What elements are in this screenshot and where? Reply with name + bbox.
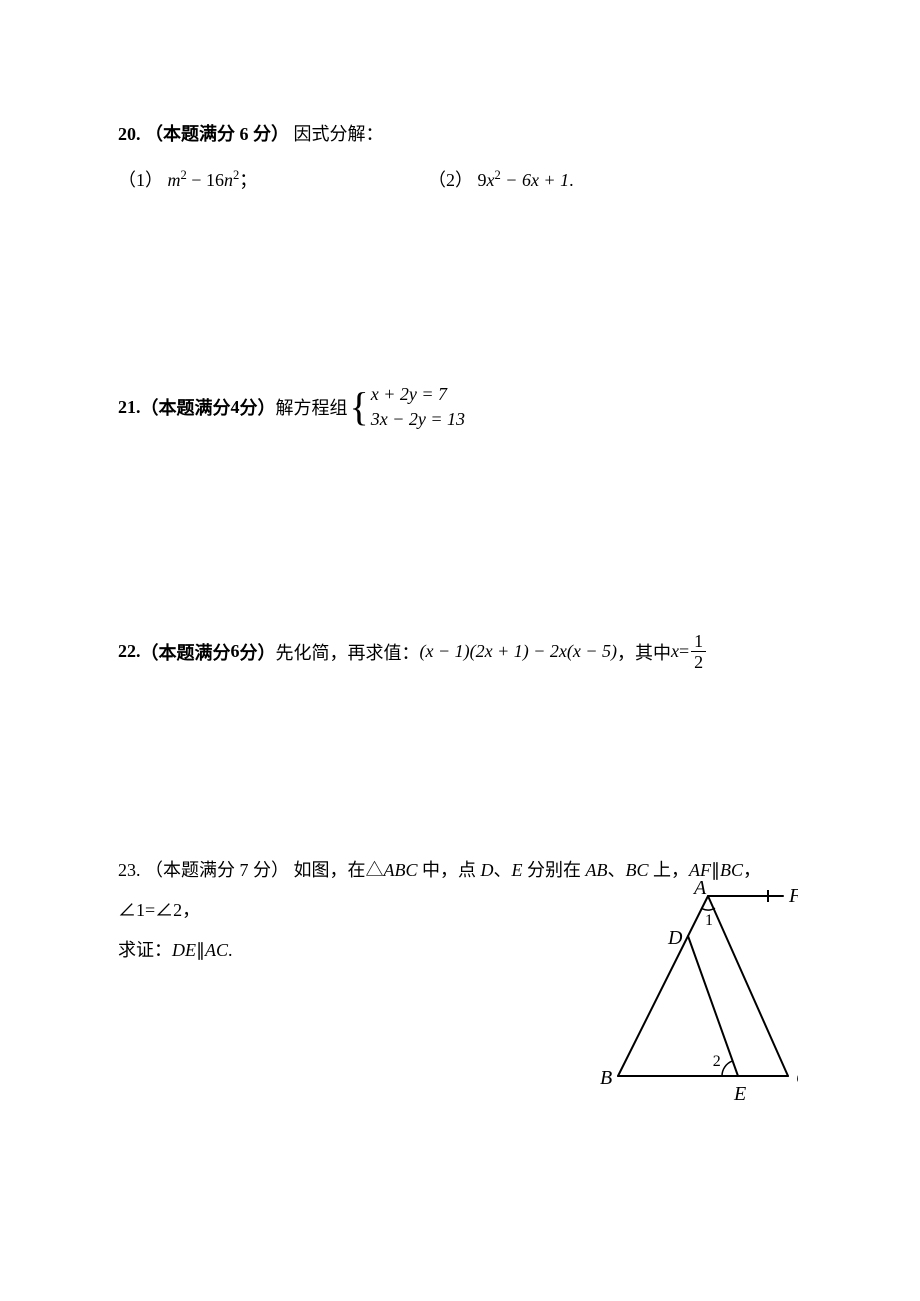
q20-score-prefix: （本题满分 xyxy=(145,124,240,144)
q20-p2-end: . xyxy=(569,170,574,190)
q21-score-suffix: 分） xyxy=(240,394,276,420)
q23-figure: A F D B C E 1 2 xyxy=(598,881,798,1101)
q21-line: 21. （本题满分 4 分） 解方程组 { x + 2y = 7 3x − 2y… xyxy=(118,382,808,432)
problem-22: 22. （本题满分 6 分） 先化简，再求值： (x − 1)(2x + 1) … xyxy=(118,632,808,671)
q23-l1a: 如图，在△ xyxy=(294,860,384,880)
q21-score-prefix: （本题满分 xyxy=(141,394,231,420)
q21-equations: x + 2y = 7 3x − 2y = 13 xyxy=(371,382,465,432)
q21-system: { x + 2y = 7 3x − 2y = 13 xyxy=(350,382,465,432)
q20-p2-x: x xyxy=(487,170,495,190)
q21-title: 解方程组 xyxy=(276,394,348,420)
q23-score-suffix: 分） xyxy=(249,860,290,880)
triangle-diagram: A F D B C E 1 2 xyxy=(598,881,798,1101)
q20-score-suffix: 分） xyxy=(249,124,290,144)
q22-score-value: 6 xyxy=(231,641,240,662)
q23-sep2: 、 xyxy=(608,860,626,880)
q23-score-prefix: （本题满分 xyxy=(145,860,240,880)
q22-where-var: x xyxy=(671,641,679,662)
q22-frac-den: 2 xyxy=(691,652,706,671)
q23-l1c: 分别在 xyxy=(523,860,586,880)
svg-text:2: 2 xyxy=(713,1053,721,1070)
q20-p1-end: ； xyxy=(239,170,257,190)
q22-expr: (x − 1)(2x + 1) − 2x(x − 5) xyxy=(420,641,618,662)
q22-score-suffix: 分） xyxy=(240,639,276,665)
q23-number: 23. xyxy=(118,860,141,880)
q23-l1b: 中，点 xyxy=(418,860,481,880)
q21-eq2: 3x − 2y = 13 xyxy=(371,407,465,432)
q20-p1-label: （1） xyxy=(118,170,163,190)
q20-part-2: （2） 9x2 − 6x + 1. xyxy=(428,166,574,192)
q23-score-value: 7 xyxy=(240,860,249,880)
q23-par1: ∥ xyxy=(711,860,720,880)
q21-eq1: x + 2y = 7 xyxy=(371,382,465,407)
q23-ac: AC xyxy=(205,940,228,960)
page: 20. （本题满分 6 分） 因式分解： （1） m2 − 16n2； （2） … xyxy=(0,0,920,1301)
svg-text:E: E xyxy=(733,1083,746,1101)
q22-fraction: 1 2 xyxy=(691,632,706,671)
q20-title: 因式分解： xyxy=(294,124,384,144)
q22-frac-num: 1 xyxy=(691,632,706,652)
q20-p2-tail: − 6x + 1 xyxy=(501,170,569,190)
q23-l2a: 求证： xyxy=(118,940,172,960)
q20-p1-m: m xyxy=(168,170,181,190)
q22-title: 先化简，再求值： xyxy=(276,639,420,665)
q23-l1d: 上， xyxy=(649,860,690,880)
svg-text:F: F xyxy=(788,885,798,907)
problem-21: 21. （本题满分 4 分） 解方程组 { x + 2y = 7 3x − 2y… xyxy=(118,382,808,432)
q20-number: 20. xyxy=(118,124,141,144)
q21-score-value: 4 xyxy=(231,397,240,418)
q23-par2: ∥ xyxy=(196,940,205,960)
q20-p1-minus: − 16 xyxy=(187,170,224,190)
q20-score-value: 6 xyxy=(240,124,249,144)
q21-number: 21. xyxy=(118,397,141,418)
svg-text:A: A xyxy=(692,881,707,899)
q20-part-1: （1） m2 − 16n2； xyxy=(118,166,428,192)
q23-ab: AB xyxy=(586,860,608,880)
q23-bc: BC xyxy=(626,860,649,880)
q23-e: E xyxy=(512,860,523,880)
q20-p2-label: （2） xyxy=(428,170,473,190)
q20-parts-row: （1） m2 − 16n2； （2） 9x2 − 6x + 1. xyxy=(118,166,808,192)
q23-af: AF xyxy=(689,860,711,880)
q23-bc2: BC xyxy=(720,860,743,880)
svg-text:B: B xyxy=(600,1067,612,1089)
q22-number: 22. xyxy=(118,641,141,662)
svg-text:C: C xyxy=(796,1067,798,1089)
q20-p1-n: n xyxy=(224,170,233,190)
q23-abc: ABC xyxy=(384,860,418,880)
left-brace-icon: { xyxy=(350,387,369,427)
q23-d: D xyxy=(481,860,494,880)
content-area: 20. （本题满分 6 分） 因式分解： （1） m2 − 16n2； （2） … xyxy=(118,120,808,970)
q22-score-prefix: （本题满分 xyxy=(141,639,231,665)
problem-23: 23. （本题满分 7 分） 如图，在△ABC 中，点 D、E 分别在 AB、B… xyxy=(118,851,808,970)
svg-text:D: D xyxy=(667,927,683,949)
q23-sep1: 、 xyxy=(494,860,512,880)
q22-where-eq: = xyxy=(679,641,689,662)
q23-l2end: . xyxy=(228,940,233,960)
q22-where-label: ，其中 xyxy=(617,639,671,665)
q23-de: DE xyxy=(172,940,196,960)
svg-text:1: 1 xyxy=(705,912,713,929)
q20-p2-nine: 9 xyxy=(478,170,487,190)
problem-20: 20. （本题满分 6 分） 因式分解： xyxy=(118,120,808,146)
